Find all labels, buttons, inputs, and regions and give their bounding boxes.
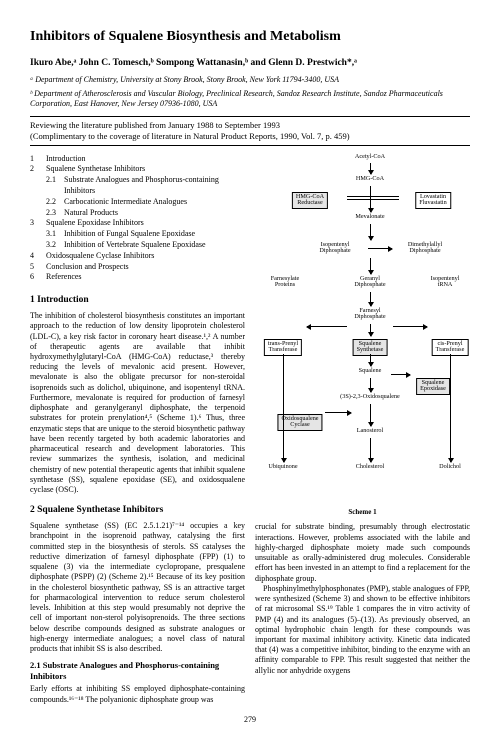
scheme-1-caption: Scheme 1 — [255, 508, 470, 517]
review-period: Reviewing the literature published from … — [30, 120, 470, 131]
toc-item: 1Introduction — [30, 154, 245, 165]
scheme-node-gpp: GeranylDiphosphate — [354, 276, 385, 290]
page-number: 279 — [30, 715, 470, 725]
right-column: Acetyl-CoA HMG-CoA HMG-CoAReductase Lovasta… — [255, 154, 470, 705]
section-2-body: Squalene synthetase (SS) (EC 2.5.1.21)⁷⁻… — [30, 521, 245, 654]
section-1-body: The inhibition of cholesterol biosynthes… — [30, 311, 245, 495]
scheme-node-oxido: (3S)-2,3-Oxidosqualene — [340, 394, 400, 401]
divider-thin — [30, 145, 470, 146]
toc-item: 2Squalene Synthetase Inhibitors — [30, 164, 245, 175]
toc-item: 6References — [30, 272, 245, 283]
scheme-node-reductase: HMG-CoAReductase — [292, 192, 328, 210]
col2-para-1: crucial for substrate binding, presumabl… — [255, 522, 470, 583]
scheme-node-ipp: IsopentenylDiphosphate — [319, 242, 350, 256]
page-title: Inhibitors of Squalene Biosynthesis and … — [30, 28, 470, 46]
scheme-node-fpp: FarnesylateProteins — [271, 276, 300, 290]
section-2-1-body: Early efforts at inhibiting SS employed … — [30, 684, 245, 704]
scheme-node-squalene: Squalene — [359, 368, 382, 375]
affiliation-a: ᵃ Department of Chemistry, University at… — [30, 75, 470, 85]
section-2-heading: 2 Squalene Synthetase Inhibitors — [30, 505, 245, 517]
scheme-node-dmapp: DimethylallylDiphosphate — [408, 242, 442, 256]
table-of-contents: 1Introduction2Squalene Synthetase Inhibi… — [30, 154, 245, 284]
section-1-heading: 1 Introduction — [30, 295, 245, 307]
scheme-node-farnesyl: FarnesylDiphosphate — [354, 308, 385, 322]
toc-item: 4Oxidosqualene Cyclase Inhibitors — [30, 251, 245, 262]
toc-item: 5Conclusion and Prospects — [30, 262, 245, 273]
divider — [30, 116, 470, 117]
scheme-node-se: SqualeneEpoxidase — [416, 378, 450, 396]
scheme-1-diagram: Acetyl-CoA HMG-CoA HMG-CoAReductase Lovasta… — [255, 154, 470, 504]
affiliation-b: ᵇ Department of Atherosclerosis and Vasc… — [30, 89, 470, 110]
toc-item: 2.3Natural Products — [30, 208, 245, 219]
toc-item: 2.1Substrate Analogues and Phosphorus-co… — [30, 175, 245, 197]
scheme-node-chol: Cholesterol — [356, 464, 385, 471]
scheme-node-lanosterol: Lanosterol — [357, 428, 383, 435]
toc-item: 3Squalene Epoxidase Inhibitors — [30, 218, 245, 229]
scheme-node-mevalonate: Mevalonate — [355, 214, 384, 221]
col2-para-2: Phosphinylmethylphosphonates (PMP), stab… — [255, 584, 470, 676]
toc-item: 2.2Carbocationic Intermediate Analogues — [30, 197, 245, 208]
toc-item: 3.2Inhibition of Vertebrate Squalene Epo… — [30, 240, 245, 251]
toc-item: 3.1Inhibition of Fungal Squalene Epoxida… — [30, 229, 245, 240]
scheme-node-ubiq: Ubiquinone — [268, 464, 297, 471]
scheme-node-dolichol: Dolichol — [439, 464, 461, 471]
scheme-node-acetyl: Acetyl-CoA — [355, 154, 385, 161]
left-column: 1Introduction2Squalene Synthetase Inhibi… — [30, 154, 245, 705]
scheme-node-itrna: IsopentenyltRNA — [431, 276, 460, 290]
review-complimentary: (Complimentary to the coverage of litera… — [30, 131, 470, 142]
scheme-node-osc: OxidosqualeneCyclase — [277, 414, 322, 432]
section-2-1-heading: 2.1 Substrate Analogues and Phosphorus-c… — [30, 660, 245, 681]
scheme-node-lova: LovastatinFluvastatin — [415, 192, 451, 210]
scheme-node-hmgcoa: HMG-CoA — [356, 176, 384, 183]
authors: Ikuro Abe,ᵃ John C. Tomesch,ᵇ Sompong Wa… — [30, 58, 470, 70]
